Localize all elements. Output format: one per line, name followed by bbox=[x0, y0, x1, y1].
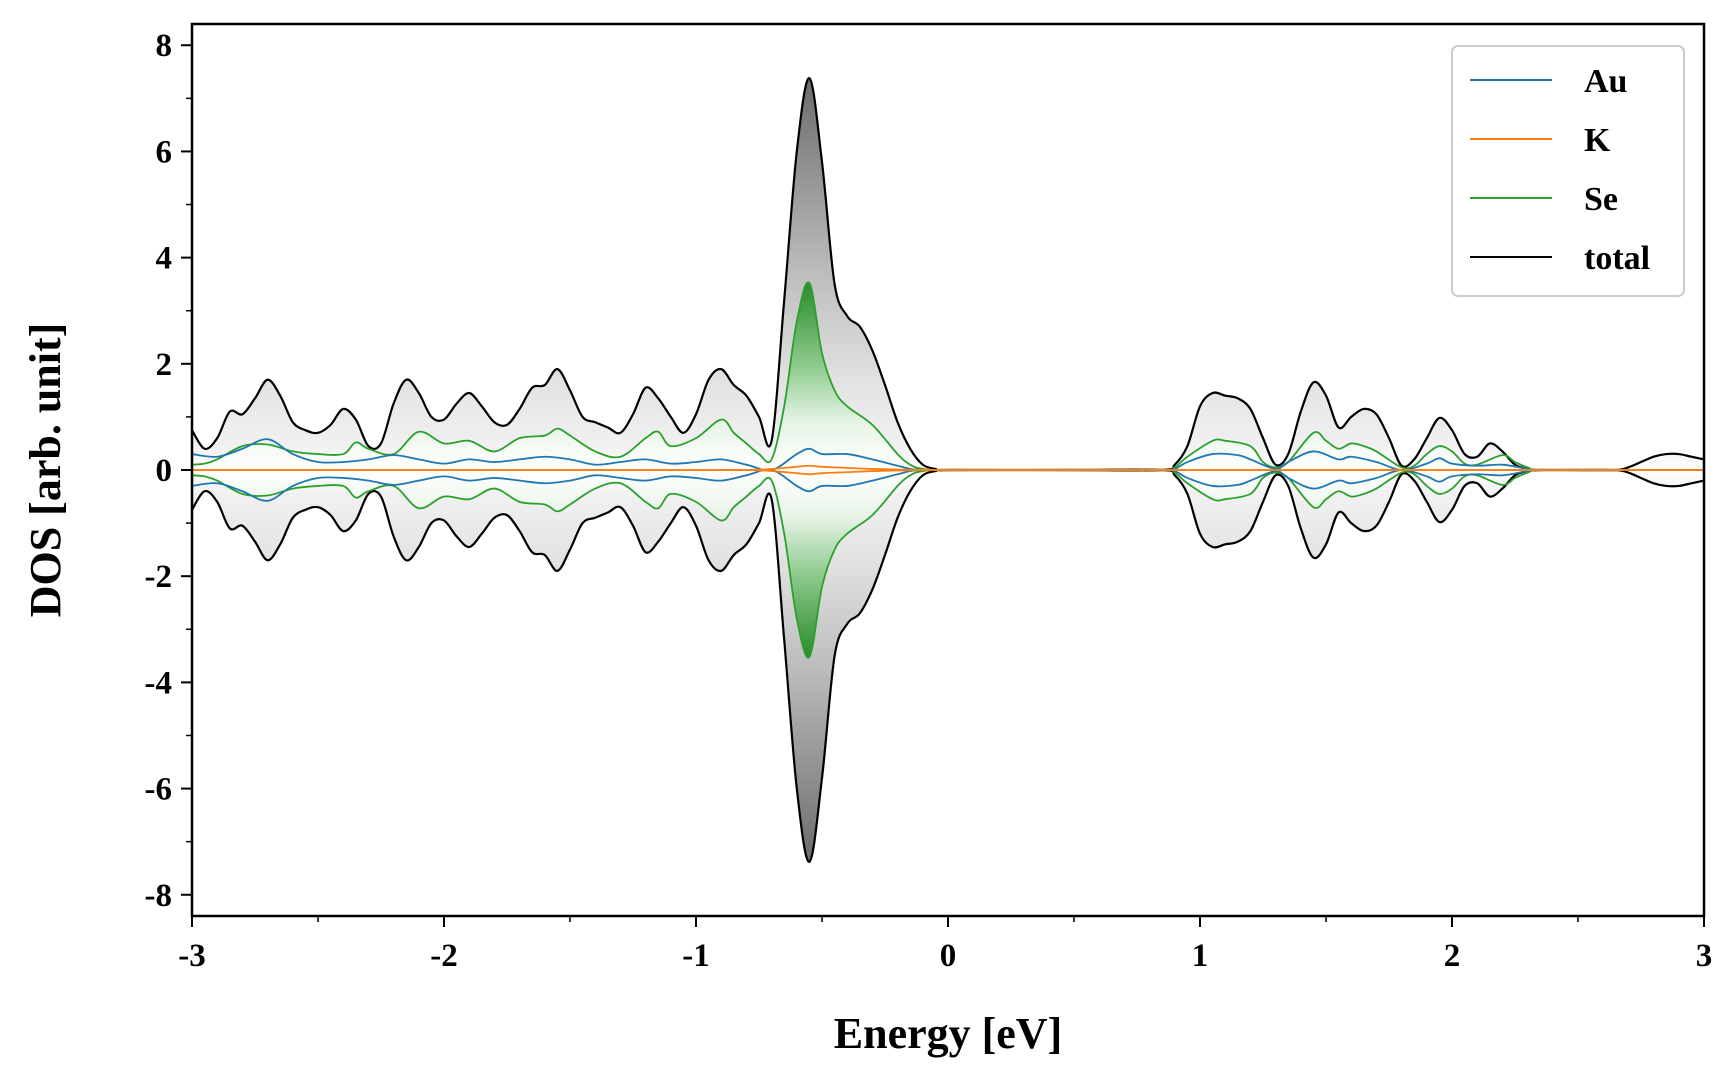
se-area-positive bbox=[192, 282, 1704, 471]
y-tick-label: 4 bbox=[156, 241, 173, 277]
y-axis-title: DOS [arb. unit] bbox=[21, 323, 70, 618]
se-area-negative bbox=[192, 469, 1704, 658]
plot-area bbox=[192, 77, 1704, 863]
total-area-positive bbox=[192, 78, 1704, 471]
y-tick-label: -6 bbox=[145, 772, 173, 808]
y-tick-label: 6 bbox=[156, 134, 173, 170]
y-tick-label: 0 bbox=[156, 453, 173, 489]
y-tick-label: 8 bbox=[156, 28, 173, 64]
x-tick-label: 0 bbox=[940, 938, 957, 974]
legend-label-au: Au bbox=[1584, 63, 1627, 100]
x-tick-label: -1 bbox=[682, 938, 710, 974]
au-line-positive bbox=[192, 438, 1704, 472]
total-line-positive bbox=[192, 77, 1704, 472]
y-axis: -8 -6 -4 -2 0 2 4 6 8 bbox=[145, 28, 192, 914]
legend: Au K Se total bbox=[1451, 45, 1685, 297]
x-tick-label: 2 bbox=[1444, 938, 1461, 974]
legend-label-total: total bbox=[1584, 240, 1650, 277]
x-tick-label: -2 bbox=[430, 938, 458, 974]
k-line-negative bbox=[192, 469, 1704, 476]
y-tick-label: -8 bbox=[145, 878, 173, 914]
total-line-negative bbox=[192, 468, 1704, 863]
se-line-positive bbox=[192, 281, 1704, 472]
y-tick-label: -4 bbox=[145, 665, 173, 701]
x-axis: -3 -2 -1 0 1 2 3 bbox=[178, 916, 1712, 974]
x-tick-label: -3 bbox=[178, 938, 206, 974]
y-tick-label: 2 bbox=[156, 347, 173, 383]
x-axis-title: Energy [eV] bbox=[834, 1009, 1063, 1058]
legend-box bbox=[1451, 45, 1685, 297]
x-tick-label: 1 bbox=[1192, 938, 1209, 974]
y-tick-label: -2 bbox=[145, 559, 173, 595]
legend-label-se: Se bbox=[1584, 181, 1618, 218]
se-line-negative bbox=[192, 468, 1704, 659]
x-tick-label: 3 bbox=[1696, 938, 1713, 974]
au-line-negative bbox=[192, 468, 1704, 502]
legend-label-k: K bbox=[1584, 122, 1611, 159]
total-area-negative bbox=[192, 469, 1704, 862]
